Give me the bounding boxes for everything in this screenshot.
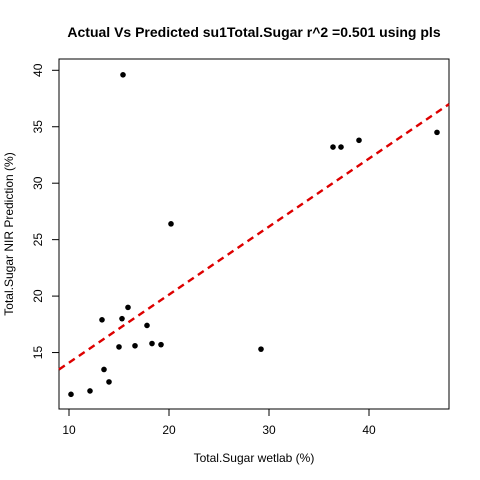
data-point [119,315,125,322]
data-point [132,342,138,349]
regression-line [58,103,450,371]
x-axis: 10 20 30 40 [62,409,376,437]
data-point [168,221,174,227]
x-axis-label: Total.Sugar wetlab (%) [194,451,315,465]
y-axis: 15 20 25 30 35 40 [31,63,59,359]
data-point [258,346,264,352]
data-point [101,366,107,373]
data-point [116,344,122,350]
y-tick-label: 25 [31,233,45,247]
data-point [125,304,131,311]
data-point [87,388,93,394]
data-point [68,391,74,398]
data-point [338,144,344,150]
data-point [120,72,126,78]
y-tick-label: 15 [31,346,45,360]
y-axis-label: Total.Sugar NIR Prediction (%) [2,152,16,315]
data-point [356,137,362,144]
data-point [149,340,155,347]
x-tick-label: 20 [162,423,176,437]
x-tick-label: 30 [262,423,276,437]
data-point [158,341,164,348]
data-point [99,317,105,323]
data-point [330,144,336,150]
plot-frame [58,58,450,410]
y-tick-label: 35 [31,120,45,134]
data-points-layer [68,72,440,398]
data-point [106,379,112,385]
chart-title: Actual Vs Predicted su1Total.Sugar r^2 =… [67,24,440,40]
x-tick-label: 10 [62,423,76,437]
regression-line-layer [58,103,450,371]
data-point [144,322,150,329]
y-tick-label: 30 [31,176,45,190]
y-tick-label: 40 [31,63,45,77]
y-tick-label: 20 [31,289,45,303]
x-tick-label: 40 [362,423,376,437]
data-point [434,129,440,136]
